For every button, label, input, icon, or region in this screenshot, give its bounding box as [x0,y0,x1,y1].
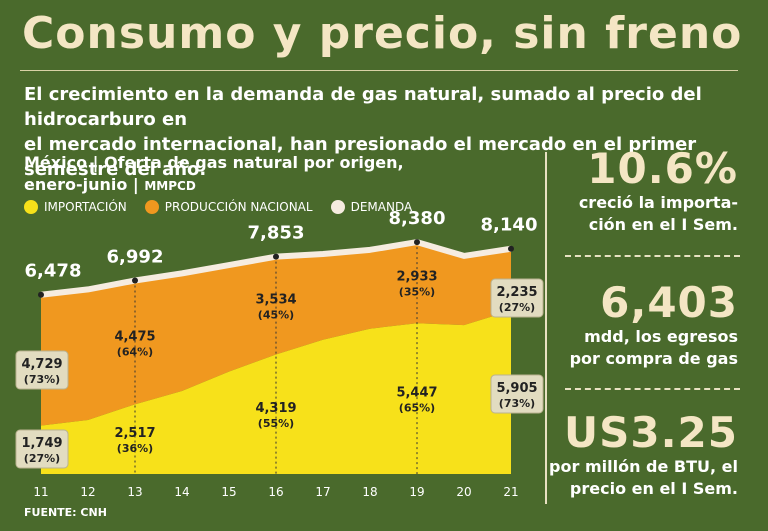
x-tick-14: 14 [174,485,189,499]
stat-separator-2 [565,388,740,390]
subtitle-line-1: El crecimiento en la demanda de gas natu… [24,84,702,130]
stat-import-growth-caption-1: creció la importa- [578,193,738,212]
legend-production-swatch [144,200,159,214]
demand-point-13 [132,277,138,284]
x-tick-13: 13 [127,485,142,499]
import-label-value-11: 1,749 [21,436,62,451]
chart-title-line-1: México | Oferta de gas natural por orige… [24,153,404,172]
stat-gas-spending: 6,403 mdd, los egresos por compra de gas [570,280,738,370]
stat-gas-spending-caption-2: por compra de gas [569,349,738,368]
legend-demand-label: DEMANDA [350,200,413,214]
demand-label-16: 7,853 [248,223,305,244]
x-tick-12: 12 [80,485,95,499]
import-label-value-13: 2,517 [114,426,155,441]
panel-divider [545,152,547,504]
demand-label-11: 6,478 [25,261,82,282]
source-note: FUENTE: CNH [24,506,107,519]
production-label-value-16: 3,534 [255,293,296,308]
legend-import-swatch [24,200,38,214]
production-label-pct-13: (64%) [117,345,153,358]
stat-btu-price-value: US3.25 [564,408,738,457]
import-label-box-21 [490,374,544,414]
import-label-value-19: 5,447 [396,386,437,401]
import-label-pct-13: (36%) [117,442,153,455]
import-label-value-21: 5,905 [496,381,537,396]
stat-import-growth-caption-2: ción en el I Sem. [588,215,738,234]
stat-import-growth-value: 10.6% [587,144,738,193]
production-label-pct-11: (73%) [24,373,60,386]
chart-title: México | Oferta de gas natural por orige… [24,152,404,197]
import-label-pct-11: (27%) [24,452,60,465]
legend-item-production: PRODUCCIÓN NACIONAL [144,200,313,214]
x-tick-16: 16 [268,485,283,499]
import-label-box-11 [15,429,69,469]
x-tick-15: 15 [221,485,236,499]
chart-units: MMPCD [144,179,196,193]
demand-point-16 [273,253,279,260]
legend-item-import: IMPORTACIÓN [24,200,127,214]
production-label-pct-19: (35%) [399,286,435,299]
demand-point-21 [508,245,514,252]
x-tick-19: 19 [409,485,424,499]
demand-label-13: 6,992 [107,247,164,268]
demand-point-19 [414,239,420,246]
stat-gas-spending-value: 6,403 [600,278,738,327]
legend-import-label: IMPORTACIÓN [44,200,127,214]
subtitle-line-2: el mercado internacional, han presionado… [24,134,697,180]
legend-production-label: PRODUCCIÓN NACIONAL [164,200,313,214]
production-label-pct-21: (27%) [499,301,535,314]
x-tick-20: 20 [456,485,471,499]
production-label-value-13: 4,475 [114,329,155,344]
production-label-pct-16: (45%) [258,309,294,322]
import-label-pct-21: (73%) [499,397,535,410]
stat-btu-price: US3.25 por millón de BTU, el precio en e… [549,410,738,500]
stat-separator-1 [565,255,740,257]
stat-import-growth: 10.6% creció la importa- ción en el I Se… [579,146,738,236]
production-label-value-19: 2,933 [396,270,437,285]
import-label-pct-19: (65%) [399,402,435,415]
production-label-value-21: 2,235 [496,285,537,300]
production-label-box-21 [490,278,544,318]
production-label-box-11 [15,350,69,390]
legend-demand-swatch [330,200,345,214]
stat-btu-price-caption-1: por millón de BTU, el [549,457,738,476]
legend-item-demand: DEMANDA [330,200,413,214]
stat-gas-spending-caption-1: mdd, los egresos [584,327,738,346]
x-tick-18: 18 [362,485,377,499]
demand-point-11 [38,291,44,298]
subtitle: El crecimiento en la demanda de gas natu… [24,82,744,182]
import-label-value-16: 4,319 [255,401,296,416]
chart-legend: IMPORTACIÓN PRODUCCIÓN NACIONAL DEMANDA [24,200,430,214]
x-tick-21: 21 [503,485,518,499]
production-label-value-11: 4,729 [21,357,62,372]
title-divider [20,70,738,71]
demand-label-19: 8,380 [389,208,446,229]
x-tick-11: 11 [33,485,48,499]
x-tick-17: 17 [315,485,330,499]
production-area [41,242,511,426]
chart-title-line-2: enero-junio | [24,175,139,194]
stat-btu-price-caption-2: precio en el I Sem. [569,479,738,498]
demand-label-21: 8,140 [481,215,538,236]
import-label-pct-16: (55%) [258,417,294,430]
page-title: Consumo y precio, sin freno [22,8,743,59]
